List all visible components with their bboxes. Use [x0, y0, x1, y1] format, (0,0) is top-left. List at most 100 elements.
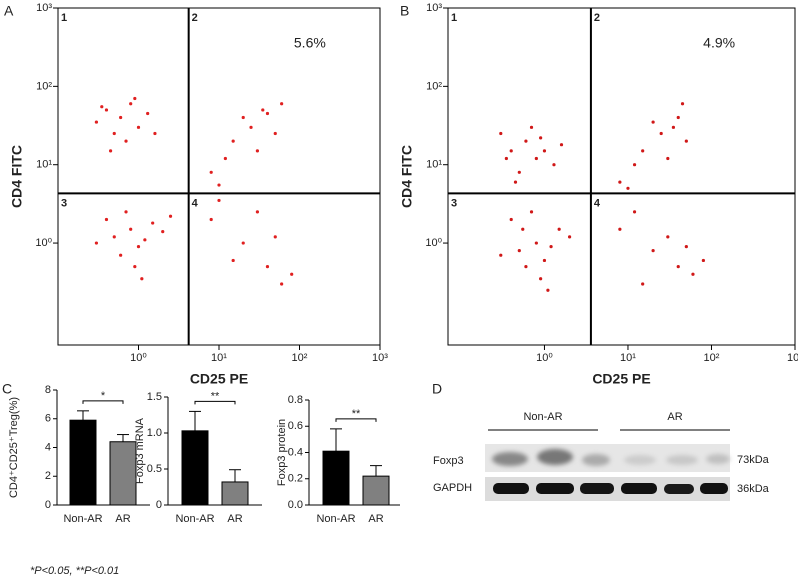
event-dot	[124, 210, 128, 214]
event-dot	[534, 156, 538, 161]
x-axis-label: CD25 PE	[190, 371, 248, 387]
event-dot	[255, 149, 260, 153]
quadrant-label: 1	[451, 12, 457, 24]
event-dot	[499, 131, 503, 136]
x-tick-label: 10¹	[211, 352, 227, 364]
x-axis-label: CD25 PE	[592, 371, 650, 387]
y-tick-label: 1.5	[147, 391, 162, 403]
quadrant-label: 3	[451, 197, 457, 209]
event-dot	[524, 265, 528, 269]
event-dot	[249, 125, 253, 129]
y-tick-label: 0.6	[288, 420, 303, 432]
event-dot	[659, 131, 663, 136]
event-dot	[261, 108, 265, 112]
y-tick-label: 10⁰	[425, 237, 442, 249]
significance-label: *	[101, 390, 106, 402]
event-dot	[273, 235, 277, 239]
event-dot	[133, 265, 137, 269]
event-dot	[504, 156, 508, 161]
panel-letter: B	[400, 3, 409, 19]
event-dot	[676, 265, 680, 269]
event-dot	[280, 282, 284, 286]
significance-bracket	[194, 400, 236, 405]
event-dot	[529, 125, 534, 129]
event-dot	[529, 210, 534, 214]
event-dot	[691, 272, 695, 276]
event-dot	[666, 235, 670, 239]
annotation: 4.9%	[703, 35, 735, 51]
bar	[69, 419, 97, 506]
event-dot	[119, 253, 123, 257]
event-dot	[161, 230, 165, 234]
event-dot	[104, 217, 109, 222]
event-dot	[680, 102, 685, 106]
event-dot	[217, 183, 221, 187]
event-dot	[94, 241, 99, 245]
x-tick-label: 10⁰	[536, 352, 553, 364]
y-tick-label: 0	[156, 499, 162, 511]
x-tick-label: AR	[227, 513, 242, 525]
event-dot	[671, 125, 676, 129]
event-dot	[209, 217, 213, 222]
event-dot	[265, 111, 270, 116]
event-dot	[626, 186, 630, 190]
event-dot	[273, 131, 277, 136]
event-dot	[542, 258, 547, 263]
footnote: *P<0.05, **P<0.01	[30, 565, 119, 577]
event-dot	[231, 139, 235, 143]
event-dot	[549, 245, 553, 249]
panel-letter: C	[2, 381, 12, 397]
event-dot	[641, 149, 645, 153]
y-tick-label: 0.2	[288, 473, 303, 485]
event-dot	[136, 125, 141, 129]
y-axis-label: CD4⁺CD25⁺Treg(%)	[8, 397, 20, 498]
event-dot	[641, 282, 645, 286]
quadrant-label: 4	[192, 197, 199, 209]
y-axis-label: CD4 FITC	[399, 145, 415, 208]
y-axis-label: Foxp3 protein	[276, 419, 288, 486]
x-tick-label: 10²	[704, 352, 720, 364]
event-dot	[534, 241, 538, 245]
event-dot	[632, 163, 637, 167]
y-tick-label: 10³	[36, 2, 52, 14]
x-tick-label: 10¹	[620, 352, 636, 364]
event-dot	[140, 277, 144, 281]
size-label: 73kDa	[737, 454, 770, 466]
significance-bracket	[335, 418, 377, 422]
panel-letter: D	[432, 381, 442, 397]
event-dot	[133, 96, 137, 101]
event-dot	[136, 245, 141, 249]
y-tick-label: 0.0	[288, 499, 303, 511]
y-tick-label: 10²	[426, 80, 442, 92]
event-dot	[552, 163, 556, 167]
event-dot	[104, 108, 109, 112]
y-tick-label: 6	[45, 413, 51, 425]
event-dot	[241, 241, 245, 245]
bar	[221, 481, 249, 506]
event-dot	[108, 149, 113, 153]
x-tick-label: 10²	[292, 352, 308, 364]
event-dot	[217, 198, 221, 203]
y-tick-label: 4	[45, 441, 51, 453]
event-dot	[280, 102, 284, 106]
event-dot	[255, 210, 260, 214]
event-dot	[509, 217, 513, 222]
x-tick-label: Non-AR	[175, 513, 214, 525]
event-dot	[557, 227, 561, 231]
size-label: 36kDa	[737, 483, 770, 495]
event-dot	[521, 227, 525, 231]
y-tick-label: 0.4	[288, 446, 303, 458]
x-tick-label: AR	[115, 513, 130, 525]
x-tick-label: Non-AR	[63, 513, 102, 525]
x-tick-label: AR	[368, 513, 383, 525]
y-tick-label: 0	[45, 499, 51, 511]
event-dot	[701, 258, 705, 263]
event-dot	[539, 277, 543, 281]
plot-frame	[447, 7, 796, 346]
y-axis-label: CD4 FITC	[9, 145, 25, 208]
event-dot	[524, 139, 528, 143]
event-dot	[517, 249, 521, 253]
event-dot	[129, 102, 133, 106]
event-dot	[241, 115, 245, 120]
y-tick-label: 10⁰	[35, 237, 52, 249]
